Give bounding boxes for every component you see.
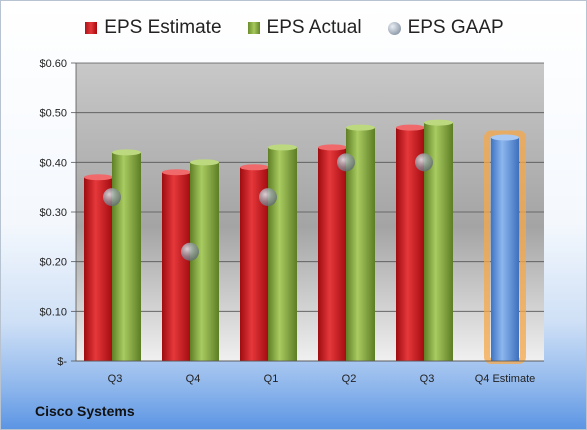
bar-actual <box>190 162 219 361</box>
x-tick-label: Q3 <box>108 373 123 385</box>
bar-estimate <box>84 177 113 361</box>
bar-actual-cap <box>346 124 375 131</box>
legend-label-actual: EPS Actual <box>266 17 362 38</box>
x-tick-label: Q4 Estimate <box>475 373 536 385</box>
actual-swatch <box>247 22 260 34</box>
bar-estimate-cap <box>396 124 425 131</box>
x-axis: Q3 Q4 Q1 Q2 Q3 Q4 Estimate <box>76 360 544 385</box>
x-tick-label: Q2 <box>342 373 357 385</box>
y-tick-label: $0.20 <box>39 257 67 269</box>
bar-estimate-cap <box>84 174 113 181</box>
legend-item-estimate: EPS Estimate <box>85 17 222 39</box>
gaap-point <box>337 153 355 172</box>
bar-actual-cap <box>424 119 453 126</box>
legend-label-estimate: EPS Estimate <box>104 17 222 38</box>
bar-forecast <box>491 137 519 361</box>
legend: EPS Estimate EPS Actual EPS GAAP <box>1 17 586 39</box>
bar-estimate <box>318 147 347 361</box>
gaap-point <box>103 188 121 207</box>
company-name: Cisco Systems <box>35 403 135 419</box>
legend-label-gaap: EPS GAAP <box>407 17 504 38</box>
bars <box>84 119 526 364</box>
gaap-swatch <box>387 21 401 35</box>
gaap-point <box>181 242 199 261</box>
bar-actual-cap <box>112 149 141 156</box>
gaap-point <box>415 153 433 172</box>
estimate-swatch <box>85 22 98 34</box>
x-tick-label: Q3 <box>420 373 435 385</box>
y-tick-label: $0.10 <box>39 306 67 318</box>
y-tick-label: $0.50 <box>39 108 67 120</box>
x-tick-label: Q4 <box>186 373 201 385</box>
bar-forecast-cap <box>491 134 519 141</box>
bar-estimate <box>162 172 191 361</box>
bar-actual <box>112 152 141 361</box>
bar-estimate-cap <box>318 144 347 151</box>
legend-item-actual: EPS Actual <box>247 17 362 39</box>
bar-estimate-cap <box>240 164 269 171</box>
bar-estimate-cap <box>162 169 191 176</box>
bar-actual-cap <box>190 159 219 166</box>
y-axis: $- $0.10 $0.20 $0.30 $0.40 $0.50 $0.60 <box>39 58 77 368</box>
y-tick-label: $0.40 <box>39 157 67 169</box>
bar-actual <box>268 147 297 361</box>
y-tick-label: $0.60 <box>39 58 67 70</box>
y-tick-label: $0.30 <box>39 207 67 219</box>
legend-item-gaap: EPS GAAP <box>387 17 504 39</box>
bar-actual-cap <box>268 144 297 151</box>
gaap-point <box>259 188 277 207</box>
y-tick-label: $- <box>57 356 67 368</box>
x-tick-label: Q1 <box>264 373 279 385</box>
